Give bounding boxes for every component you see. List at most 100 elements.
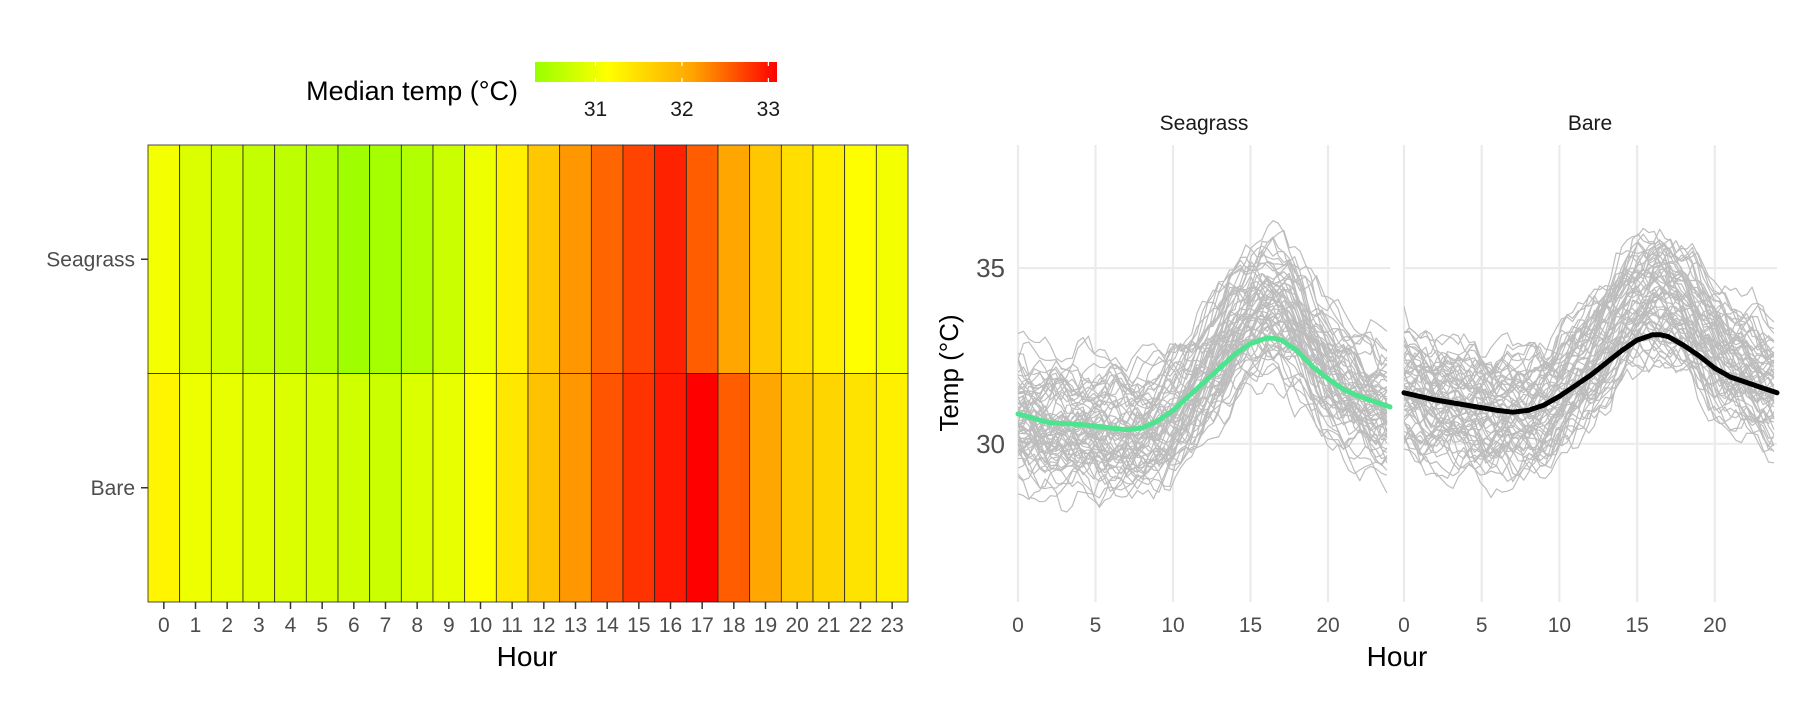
logger-trace bbox=[1404, 331, 1775, 481]
smooth-lines bbox=[1015, 332, 1780, 433]
heatmap-x-tick-label: 20 bbox=[785, 614, 808, 637]
line-x-tick-label: 0 bbox=[1012, 614, 1024, 637]
logger-trace bbox=[1404, 285, 1775, 452]
heatmap-cell-seagrass-10 bbox=[464, 144, 497, 374]
logger-trace bbox=[1018, 272, 1388, 408]
heatmap-cell-seagrass-14 bbox=[590, 144, 624, 374]
heatmap-x-tick-label: 10 bbox=[469, 614, 492, 637]
heatmap-x-tick-label: 9 bbox=[443, 614, 455, 637]
logger-trace bbox=[1018, 245, 1388, 386]
line-x-tick-label: 20 bbox=[1316, 614, 1339, 637]
logger-trace bbox=[1018, 330, 1388, 503]
heatmap-x-tick-label: 23 bbox=[880, 614, 903, 637]
heatmap-cell-seagrass-0 bbox=[147, 144, 181, 374]
line-x-tick-label: 10 bbox=[1161, 614, 1184, 637]
logger-trace bbox=[1404, 245, 1775, 397]
heatmap-cell-bare-15 bbox=[622, 373, 656, 603]
heatmap-x-tick-label: 4 bbox=[285, 614, 297, 637]
logger-trace bbox=[1404, 251, 1775, 395]
heatmap-cell-seagrass-2 bbox=[210, 144, 244, 374]
logger-trace bbox=[1018, 236, 1388, 405]
heatmap-cell-seagrass-18 bbox=[717, 144, 751, 374]
logger-trace bbox=[1018, 253, 1388, 408]
line-x-tick-label: 5 bbox=[1476, 614, 1488, 637]
logger-trace bbox=[1404, 287, 1775, 440]
heatmap-cell-bare-4 bbox=[274, 373, 307, 603]
heatmap-panel: Median temp (°C) 31 32 33 0 1 2 3 4 5 6 7 8 9 10 11 12… bbox=[46, 62, 909, 672]
logger-lines-seagrass bbox=[1018, 220, 1388, 513]
logger-trace bbox=[1404, 358, 1775, 469]
line-axes: 0 5 10 15 20 0 5 10 15 20 30 35 bbox=[976, 253, 1726, 637]
heatmap-x-tick-label: 16 bbox=[659, 614, 682, 637]
heatmap-cell-bare-7 bbox=[369, 373, 402, 603]
heatmap-x-tick-label: 17 bbox=[690, 614, 713, 637]
heatmap-x-tick-label: 3 bbox=[253, 614, 265, 637]
line-x-axis-title: Hour bbox=[1367, 641, 1428, 672]
heatmap-cell-seagrass-8 bbox=[400, 144, 434, 374]
heatmap-cell-seagrass-23 bbox=[875, 144, 909, 374]
logger-trace bbox=[1404, 239, 1774, 390]
heatmap-cell-bare-5 bbox=[305, 373, 339, 603]
heatmap-cell-seagrass-11 bbox=[495, 144, 529, 374]
heatmap-cell-seagrass-3 bbox=[242, 144, 276, 374]
heatmap-cell-seagrass-16 bbox=[654, 144, 687, 374]
logger-trace bbox=[1018, 339, 1388, 468]
logger-trace bbox=[1404, 294, 1775, 439]
legend-tick-label: 31 bbox=[584, 98, 607, 121]
heatmap-x-tick-label: 13 bbox=[564, 614, 587, 637]
heatmap-cells bbox=[147, 144, 909, 603]
heatmap-cell-bare-3 bbox=[242, 373, 276, 603]
line-x-tick-label: 15 bbox=[1625, 614, 1648, 637]
heatmap-x-tick-label: 1 bbox=[190, 614, 202, 637]
heatmap-x-tick-label: 19 bbox=[754, 614, 777, 637]
legend-ticks: 31 32 33 bbox=[584, 62, 780, 121]
logger-trace bbox=[1404, 265, 1775, 406]
heatmap-cell-bare-23 bbox=[875, 373, 909, 603]
heatmap-cell-seagrass-13 bbox=[559, 144, 592, 374]
logger-trace bbox=[1018, 332, 1387, 474]
heatmap-cell-bare-10 bbox=[464, 373, 497, 603]
heatmap-cell-seagrass-12 bbox=[527, 144, 561, 374]
logger-trace bbox=[1404, 309, 1774, 453]
logger-trace bbox=[1404, 285, 1775, 433]
heatmap-x-tick-label: 11 bbox=[501, 614, 523, 637]
heatmap-cell-seagrass-5 bbox=[305, 144, 339, 374]
heatmap-cell-bare-22 bbox=[844, 373, 877, 603]
heatmap-cell-seagrass-7 bbox=[369, 144, 402, 374]
legend-tick-label: 33 bbox=[757, 98, 780, 121]
heatmap-cell-bare-16 bbox=[654, 373, 687, 603]
heatmap-x-tick-label: 12 bbox=[532, 614, 555, 637]
legend-tick-label: 32 bbox=[670, 98, 693, 121]
heatmap-cell-bare-1 bbox=[179, 373, 212, 603]
heatmap-cell-bare-11 bbox=[495, 373, 529, 603]
heatmap-cell-bare-19 bbox=[749, 373, 782, 603]
heatmap-x-tick-label: 18 bbox=[722, 614, 745, 637]
heatmap-x-tick-label: 8 bbox=[411, 614, 423, 637]
heatmap-cell-bare-17 bbox=[685, 373, 719, 603]
logger-trace bbox=[1404, 332, 1775, 499]
logger-trace bbox=[1404, 284, 1775, 428]
smooth-line-bare bbox=[1401, 332, 1780, 415]
heatmap-cell-seagrass-21 bbox=[812, 144, 846, 374]
heatmap-cell-bare-6 bbox=[337, 373, 371, 603]
heatmap-x-axis-title: Hour bbox=[497, 641, 558, 672]
smooth-line-seagrass bbox=[1015, 335, 1393, 433]
logger-trace bbox=[1404, 271, 1775, 422]
logger-trace bbox=[1018, 261, 1387, 409]
line-x-tick-label: 5 bbox=[1090, 614, 1102, 637]
heatmap-y-tick-label: Seagrass bbox=[46, 248, 135, 271]
heatmap-x-axis: 0 1 2 3 4 5 6 7 8 9 10 11 12 13 14 15 16 17 18 19 20 21 22 23 bbox=[158, 602, 904, 637]
heatmap-cell-seagrass-4 bbox=[274, 144, 307, 374]
logger-trace bbox=[1404, 254, 1775, 379]
heatmap-cell-seagrass-6 bbox=[337, 144, 371, 374]
logger-lines-bare bbox=[1404, 227, 1775, 499]
heatmap-y-tick-label: Bare bbox=[91, 477, 135, 500]
heatmap-cell-seagrass-1 bbox=[179, 144, 212, 374]
logger-trace bbox=[1018, 378, 1388, 487]
logger-trace bbox=[1018, 362, 1388, 486]
logger-trace bbox=[1404, 344, 1775, 469]
heatmap-x-tick-label: 2 bbox=[221, 614, 233, 637]
line-x-tick-label: 15 bbox=[1239, 614, 1262, 637]
strip-label-seagrass: Seagrass bbox=[1160, 112, 1249, 135]
